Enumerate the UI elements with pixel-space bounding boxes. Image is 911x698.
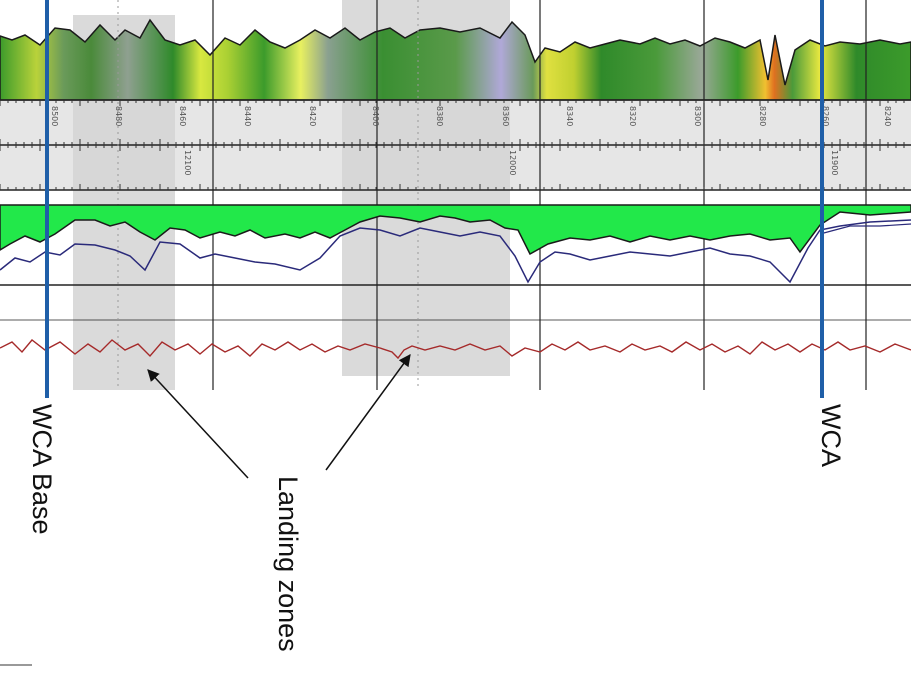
depth-tick-label: 8480 bbox=[114, 106, 123, 126]
landing-zones-label: Landing zones bbox=[273, 476, 303, 652]
navy-log-curve bbox=[0, 219, 911, 284]
gamma-color-strip bbox=[0, 18, 911, 101]
depth-tick-label: 8300 bbox=[693, 106, 702, 126]
red-log-curve bbox=[0, 339, 911, 360]
depth-tick-label: 8460 bbox=[178, 106, 187, 126]
landing-zone-arrow-left bbox=[147, 369, 249, 479]
depth-tick-marks bbox=[0, 100, 905, 190]
depth-tick-label: 8340 bbox=[565, 106, 574, 126]
md-tick-label: 12100 bbox=[183, 150, 192, 175]
md-tick-label: 12000 bbox=[508, 150, 517, 175]
depth-tick-label: 8440 bbox=[243, 106, 252, 126]
landing-zone-arrow-right bbox=[325, 354, 411, 471]
navy-log-curve-upper bbox=[819, 223, 911, 235]
wca-base-label: WCA Base bbox=[27, 404, 57, 535]
dotted-gridlines bbox=[117, 0, 419, 390]
depth-labels: 8500 8480 8460 8440 8420 8400 8380 8360 8340 8320… bbox=[50, 106, 892, 126]
md-tick-label: 11900 bbox=[830, 150, 839, 175]
depth-tick-label: 8240 bbox=[883, 106, 892, 126]
depth-tick-label: 8280 bbox=[758, 106, 767, 126]
depth-tick-label: 8380 bbox=[435, 106, 444, 126]
depth-tick-label: 8400 bbox=[371, 106, 380, 126]
depth-tick-label: 8360 bbox=[501, 106, 510, 126]
md-labels: 12100 12000 11900 bbox=[183, 150, 839, 175]
depth-tick-label: 8500 bbox=[50, 106, 59, 126]
vertical-gridlines bbox=[212, 0, 867, 390]
resistivity-green-fill bbox=[0, 204, 911, 256]
depth-tick-label: 8420 bbox=[308, 106, 317, 126]
depth-tick-label: 8260 bbox=[821, 106, 830, 126]
depth-tick-label: 8320 bbox=[628, 106, 637, 126]
wca-label: WCA bbox=[816, 404, 846, 467]
